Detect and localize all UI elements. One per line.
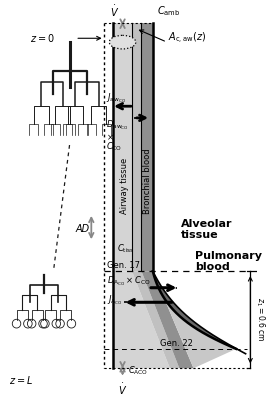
- Polygon shape: [153, 271, 246, 354]
- Text: Pulmonary
blood: Pulmonary blood: [195, 251, 262, 272]
- Text: $C_{\mathrm{ACO}}$: $C_{\mathrm{ACO}}$: [128, 365, 148, 378]
- Text: $D_{\mathrm{A_{CO}}} \times C_{\mathrm{CO}}$: $D_{\mathrm{A_{CO}}} \times C_{\mathrm{C…: [107, 274, 151, 288]
- Text: $J_{\mathrm{aw_{CO}}}$: $J_{\mathrm{aw_{CO}}}$: [105, 92, 126, 105]
- Text: $z_1 = 0.6$ cm: $z_1 = 0.6$ cm: [254, 298, 266, 342]
- Text: AD: AD: [75, 224, 89, 234]
- Polygon shape: [142, 271, 193, 368]
- Text: $C_{\mathrm{amb}}$: $C_{\mathrm{amb}}$: [156, 4, 180, 18]
- Text: $z = 0$: $z = 0$: [30, 32, 54, 44]
- Text: Alveolar
tissue: Alveolar tissue: [181, 219, 233, 240]
- Text: $D_{\mathrm{aw_{CO}}}$: $D_{\mathrm{aw_{CO}}}$: [105, 119, 128, 132]
- Text: Airway tissue: Airway tissue: [120, 158, 129, 214]
- Text: Gen. 17: Gen. 17: [107, 261, 140, 270]
- Polygon shape: [113, 271, 170, 368]
- Text: Bronchial blood: Bronchial blood: [143, 148, 152, 214]
- Text: $\dot{V}$: $\dot{V}$: [110, 4, 120, 19]
- Polygon shape: [113, 23, 132, 271]
- Polygon shape: [142, 23, 153, 271]
- Ellipse shape: [109, 35, 136, 49]
- Polygon shape: [153, 271, 236, 368]
- Text: Gen. 22: Gen. 22: [160, 338, 193, 348]
- Polygon shape: [132, 271, 179, 368]
- Text: $z = L$: $z = L$: [9, 374, 33, 386]
- Text: $C_{\mathrm{tiss}}$: $C_{\mathrm{tiss}}$: [117, 243, 134, 255]
- Polygon shape: [132, 23, 142, 271]
- Text: $\dot{V}$: $\dot{V}$: [118, 382, 127, 397]
- Text: $J_{\mathrm{A_{CO}}}$: $J_{\mathrm{A_{CO}}}$: [107, 294, 123, 307]
- Text: $A_{\mathrm{c,aw}}(z)$: $A_{\mathrm{c,aw}}(z)$: [168, 31, 206, 46]
- Text: $\times$: $\times$: [105, 132, 113, 142]
- Text: $C_{\mathrm{CO}}$: $C_{\mathrm{CO}}$: [105, 141, 122, 153]
